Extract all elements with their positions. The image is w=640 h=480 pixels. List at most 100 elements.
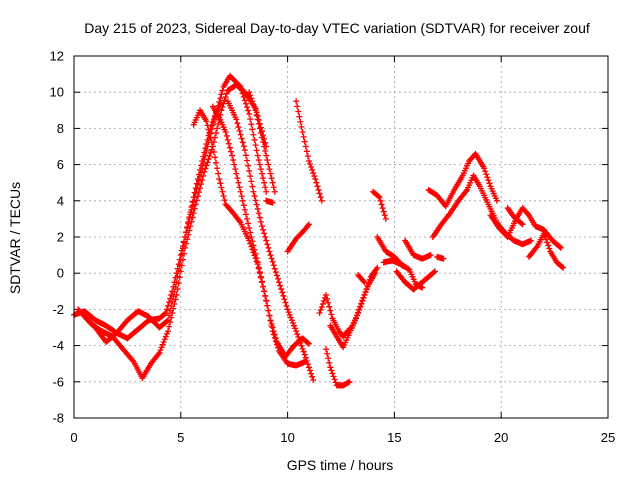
- data-point: [218, 100, 225, 107]
- data-point: [173, 279, 180, 286]
- data-point: [375, 193, 382, 200]
- y-tick-label: -4: [52, 338, 64, 353]
- data-point: [203, 162, 210, 169]
- data-point: [250, 101, 257, 108]
- data-point: [319, 300, 326, 307]
- data-point: [283, 303, 290, 310]
- series-track-q: [380, 257, 426, 291]
- data-point: [231, 161, 238, 168]
- data-point: [312, 176, 319, 183]
- data-point: [299, 129, 306, 136]
- data-point: [193, 197, 200, 204]
- data-point: [263, 237, 270, 244]
- data-point: [221, 197, 228, 204]
- data-point: [519, 221, 526, 228]
- data-point: [316, 310, 323, 317]
- data-point: [213, 159, 220, 166]
- data-point: [234, 120, 241, 127]
- y-tick-label: 4: [57, 193, 64, 208]
- data-point: [215, 170, 222, 177]
- data-point: [264, 302, 271, 309]
- data-point: [251, 136, 258, 143]
- y-tick-label: -6: [52, 374, 64, 389]
- data-point: [170, 293, 177, 300]
- data-point: [214, 165, 221, 172]
- data-point: [219, 188, 226, 195]
- data-point: [164, 317, 171, 324]
- y-tick-label: 2: [57, 230, 64, 245]
- data-point: [191, 189, 198, 196]
- data-point: [238, 135, 245, 142]
- data-point: [249, 126, 256, 133]
- data-point: [295, 108, 302, 115]
- data-point: [304, 153, 311, 160]
- data-point: [186, 214, 193, 221]
- data-point: [260, 226, 267, 233]
- data-point: [233, 170, 240, 177]
- data-point: [218, 91, 225, 98]
- data-point: [234, 175, 241, 182]
- data-point: [239, 139, 246, 146]
- data-point: [229, 152, 236, 159]
- data-point: [223, 90, 230, 97]
- data-point: [222, 129, 229, 136]
- data-point: [267, 317, 274, 324]
- data-point: [253, 147, 260, 154]
- data-point: [247, 116, 254, 123]
- data-point: [308, 164, 315, 171]
- data-point: [248, 178, 255, 185]
- data-point: [240, 143, 247, 150]
- data-point: [262, 148, 269, 155]
- y-axis-ticks: -8 -6 -4 -2 0 2 4 6 8 10 12: [50, 49, 608, 426]
- data-point: [254, 259, 261, 266]
- x-axis-ticks: 0 5 10 15 20 25: [70, 56, 615, 445]
- data-point: [245, 107, 252, 114]
- data-point: [244, 104, 251, 111]
- data-point: [167, 307, 174, 314]
- data-point: [162, 310, 169, 317]
- data-point: [295, 334, 302, 341]
- data-point: [250, 242, 257, 249]
- data-point: [258, 170, 265, 177]
- data-point: [254, 205, 261, 212]
- data-point: [558, 244, 565, 251]
- data-point: [253, 111, 260, 118]
- data-point: [299, 345, 306, 352]
- data-point: [300, 133, 307, 140]
- data-point: [354, 312, 361, 319]
- data-point: [257, 166, 264, 173]
- data-point: [183, 229, 190, 236]
- data-point: [304, 361, 311, 368]
- data-point: [255, 264, 262, 271]
- data-point: [257, 124, 264, 131]
- data-point: [325, 355, 332, 362]
- data-point: [174, 273, 181, 280]
- data-point: [252, 197, 259, 204]
- data-point: [202, 165, 209, 172]
- data-point: [161, 336, 168, 343]
- data-point: [210, 116, 217, 123]
- data-point: [204, 159, 211, 166]
- data-point: [175, 267, 182, 274]
- data-point: [252, 250, 259, 257]
- data-point: [269, 258, 276, 265]
- data-point: [252, 142, 259, 149]
- data-point: [193, 186, 200, 193]
- data-point: [213, 129, 220, 136]
- series-track-n: [355, 272, 368, 286]
- data-point: [179, 245, 186, 252]
- series-track-m: [327, 270, 379, 351]
- data-point: [193, 180, 200, 187]
- data-point: [318, 303, 325, 310]
- data-point: [161, 310, 168, 317]
- data-point: [241, 147, 248, 154]
- data-point: [230, 157, 237, 164]
- data-point: [364, 283, 371, 290]
- data-point: [293, 98, 300, 105]
- data-point: [248, 234, 255, 240]
- data-point: [239, 197, 246, 204]
- data-point: [302, 354, 309, 361]
- x-tick-label: 20: [494, 430, 508, 445]
- data-point: [528, 237, 535, 244]
- data-point: [327, 307, 334, 314]
